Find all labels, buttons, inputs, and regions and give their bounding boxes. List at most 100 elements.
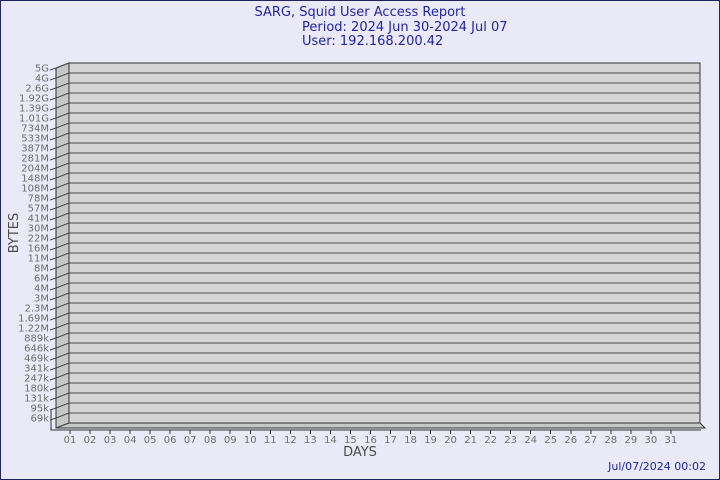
chart-period: Period: 2024 Jun 30-2024 Jul 07: [302, 19, 508, 35]
wall-grid-diagonal: [55, 102, 70, 109]
y-tick-label: 247k: [24, 374, 49, 385]
y-tick-label: 69k: [30, 414, 49, 425]
x-axis-line: [50, 409, 701, 431]
y-tick-label: 646k: [24, 344, 49, 355]
x-tick-label: 07: [184, 435, 197, 446]
x-tick-label: 14: [324, 435, 337, 446]
footer-timestamp: Jul/07/2024 00:02: [608, 460, 706, 473]
y-tick-label: 8M: [34, 264, 49, 275]
x-tick-label: 24: [524, 435, 537, 446]
y-tick-mark: [49, 397, 57, 401]
y-tick-label: 2.3M: [24, 304, 49, 315]
wall-grid-diagonal: [55, 192, 70, 199]
y-tick-label: 4M: [34, 284, 49, 295]
y-tick-label: 16M: [28, 244, 49, 255]
chart-floor: [55, 422, 707, 429]
x-tick-label: 30: [645, 435, 658, 446]
wall-grid-diagonal: [55, 282, 70, 289]
y-tick-label: 204M: [21, 164, 49, 175]
wall-grid-diagonal: [55, 152, 70, 159]
x-tick-label: 05: [144, 435, 157, 446]
y-tick-label: 78M: [28, 194, 49, 205]
wall-grid-diagonal: [55, 212, 70, 219]
y-tick-label: 30M: [28, 224, 49, 235]
x-tick-label: 22: [484, 435, 497, 446]
y-tick-mark: [49, 217, 57, 221]
y-tick-mark: [49, 97, 57, 101]
wall-grid-diagonal: [55, 302, 70, 309]
chart-header: SARG, Squid User Access Report Period: 2…: [1, 5, 719, 50]
y-tick-label: 469k: [24, 354, 49, 365]
x-tick-label: 12: [284, 435, 297, 446]
x-tick-label: 11: [264, 435, 277, 446]
x-tick-label: 10: [244, 435, 257, 446]
y-tick-label: 131k: [24, 394, 49, 405]
y-tick-label: 95k: [30, 404, 49, 415]
wall-grid-diagonal: [55, 242, 70, 249]
x-tick-label: 09: [224, 435, 237, 446]
wall-grid-diagonal: [55, 172, 70, 179]
chart-title: SARG, Squid User Access Report: [254, 5, 466, 20]
x-tick-label: 16: [364, 435, 377, 446]
wall-grid-diagonal: [55, 112, 70, 119]
y-tick-mark: [49, 297, 57, 301]
y-tick-mark: [49, 367, 57, 371]
y-tick-mark: [49, 137, 57, 141]
y-tick-label: 533M: [21, 134, 49, 145]
y-tick-mark: [49, 307, 57, 311]
wall-grid-diagonal: [55, 92, 70, 99]
x-tick-label: 04: [124, 435, 137, 446]
wall-grid-diagonal: [55, 292, 70, 299]
y-tick-mark: [49, 167, 57, 171]
x-tick-label: 02: [84, 435, 97, 446]
x-tick-label: 23: [504, 435, 517, 446]
y-tick-label: 734M: [21, 124, 49, 135]
y-tick-mark: [49, 287, 57, 291]
y-tick-label: 3M: [34, 294, 49, 305]
wall-grid-diagonal: [55, 222, 70, 229]
y-tick-label: 180k: [24, 384, 49, 395]
y-tick-label: 108M: [21, 184, 49, 195]
wall-grid-diagonal: [55, 392, 70, 399]
y-tick-label: 11M: [28, 254, 49, 265]
wall-grid-diagonal: [55, 342, 70, 349]
wall-grid-diagonal: [55, 332, 70, 339]
wall-grid-diagonal: [55, 362, 70, 369]
wall-grid-diagonal: [55, 182, 70, 189]
wall-grid-diagonal: [55, 122, 70, 129]
y-tick-mark: [49, 247, 57, 251]
x-tick-label: 03: [104, 435, 117, 446]
y-tick-mark: [49, 197, 57, 201]
y-tick-mark: [49, 187, 57, 191]
x-tick-label: 20: [444, 435, 457, 446]
x-tick-label: 25: [544, 435, 557, 446]
y-tick-mark: [49, 257, 57, 261]
y-tick-mark: [49, 177, 57, 181]
y-tick-mark: [49, 77, 57, 81]
x-tick-label: 06: [164, 435, 177, 446]
y-tick-mark: [49, 207, 57, 211]
wall-grid-diagonal: [55, 272, 70, 279]
x-tick-label: 13: [304, 435, 317, 446]
wall-grid-diagonal: [55, 312, 70, 319]
wall-grid-diagonal: [55, 142, 70, 149]
wall-grid-diagonal: [55, 252, 70, 259]
y-tick-mark: [49, 267, 57, 271]
y-tick-label: 22M: [28, 234, 49, 245]
y-tick-mark: [49, 377, 57, 381]
y-tick-label: 1.69M: [18, 314, 49, 325]
wall-grid-diagonal: [55, 372, 70, 379]
y-tick-mark: [49, 117, 57, 121]
x-tick-label: 01: [64, 435, 77, 446]
y-tick-mark: [49, 327, 57, 331]
x-tick-label: 26: [564, 435, 577, 446]
y-tick-mark: [49, 347, 57, 351]
y-tick-mark: [49, 337, 57, 341]
y-tick-label: 341k: [24, 364, 49, 375]
y-tick-label: 387M: [21, 144, 49, 155]
wall-grid-diagonal: [55, 82, 70, 89]
y-tick-mark: [49, 237, 57, 241]
y-tick-label: 5G: [35, 64, 49, 75]
y-tick-label: 889k: [24, 334, 49, 345]
